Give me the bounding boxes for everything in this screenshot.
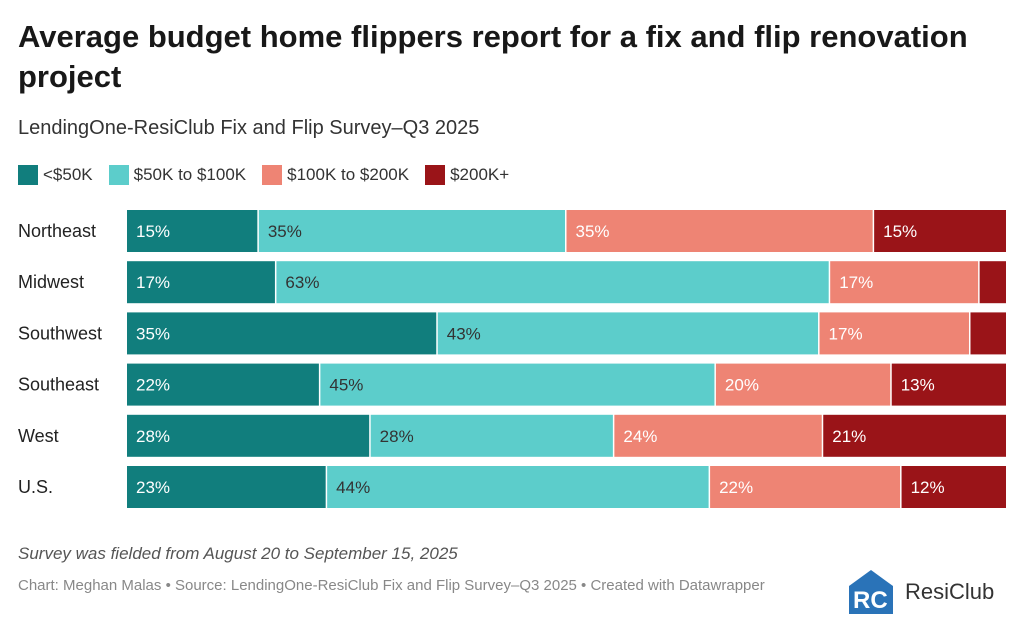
legend-swatch-100k-200k bbox=[262, 165, 283, 185]
data-label-u-s-s0: 23% bbox=[136, 478, 170, 497]
bar-segment-midwest-s2 bbox=[830, 261, 979, 304]
bar-segment-southeast-s3 bbox=[891, 363, 1006, 406]
svg-text:RC: RC bbox=[853, 587, 888, 614]
bar-segment-southeast-s0 bbox=[127, 363, 319, 406]
category-label-midwest: Midwest bbox=[18, 272, 84, 292]
category-label-southwest: Southwest bbox=[18, 323, 102, 343]
chart-title: Average budget home flippers report for … bbox=[18, 19, 968, 94]
survey-note: Survey was fielded from August 20 to Sep… bbox=[18, 544, 458, 563]
legend-item-under-50k: <$50K bbox=[18, 165, 93, 185]
category-label-u-s: U.S. bbox=[18, 477, 53, 497]
data-label-u-s-s2: 22% bbox=[719, 478, 753, 497]
bar-segment-southeast-s1 bbox=[320, 363, 715, 406]
data-label-southeast-s0: 22% bbox=[136, 376, 170, 395]
bar-segment-west-s0 bbox=[127, 414, 370, 457]
data-label-midwest-s2: 17% bbox=[839, 273, 873, 292]
data-label-northeast-s2: 35% bbox=[576, 222, 610, 241]
data-label-southeast-s2: 20% bbox=[725, 376, 759, 395]
resiclub-logo-icon: RC bbox=[849, 570, 893, 614]
resiclub-brand: RC ResiClub bbox=[845, 568, 994, 616]
legend-item-100k-200k: $100K to $200K bbox=[262, 165, 409, 185]
bar-segment-west-s2 bbox=[614, 414, 822, 457]
legend-item-200k-plus: $200K+ bbox=[425, 165, 509, 185]
bar-segment-u-s-s3 bbox=[901, 466, 1006, 508]
legend-swatch-50k-100k bbox=[108, 165, 129, 185]
bar-segment-u-s-s2 bbox=[710, 466, 901, 508]
bar-segment-west-s1 bbox=[370, 414, 613, 457]
data-label-southeast-s3: 13% bbox=[901, 376, 935, 395]
legend-label-under-50k: <$50K bbox=[43, 165, 93, 184]
data-label-midwest-s1: 63% bbox=[285, 273, 319, 292]
data-label-southeast-s1: 45% bbox=[329, 376, 363, 395]
bar-segment-u-s-s0 bbox=[127, 466, 326, 508]
data-label-southwest-s1: 43% bbox=[447, 324, 481, 343]
category-label-northeast: Northeast bbox=[18, 221, 96, 241]
bar-segment-midwest-s1 bbox=[276, 261, 829, 304]
bar-segment-midwest-s0 bbox=[127, 261, 275, 304]
category-label-west: West bbox=[18, 426, 59, 446]
data-label-west-s1: 28% bbox=[380, 427, 414, 446]
data-label-west-s2: 24% bbox=[623, 427, 657, 446]
bar-segment-u-s-s1 bbox=[327, 466, 709, 508]
legend-item-50k-100k: $50K to $100K bbox=[108, 165, 247, 185]
data-label-u-s-s1: 44% bbox=[336, 478, 370, 497]
legend-label-200k-plus: $200K+ bbox=[450, 165, 510, 184]
bar-segment-southwest-s3 bbox=[970, 312, 1006, 355]
data-label-midwest-s0: 17% bbox=[136, 273, 170, 292]
legend-swatch-200k-plus bbox=[425, 165, 446, 185]
bar-segment-southwest-s2 bbox=[819, 312, 969, 355]
bar-segment-west-s3 bbox=[823, 414, 1006, 457]
data-label-west-s0: 28% bbox=[136, 427, 170, 446]
bar-segment-midwest-s3 bbox=[979, 261, 1006, 304]
category-label-southeast: Southeast bbox=[18, 375, 99, 395]
chart-legend: <$50K $50K to $100K $100K to $200K $200K… bbox=[18, 163, 525, 187]
data-label-northeast-s3: 15% bbox=[883, 222, 917, 241]
legend-swatch-under-50k bbox=[18, 165, 38, 185]
data-label-southwest-s2: 17% bbox=[829, 324, 863, 343]
data-label-northeast-s0: 15% bbox=[136, 222, 170, 241]
legend-label-100k-200k: $100K to $200K bbox=[287, 165, 410, 184]
bar-segment-southwest-s0 bbox=[127, 312, 437, 355]
data-label-southwest-s0: 35% bbox=[136, 324, 170, 343]
chart-subtitle: LendingOne-ResiClub Fix and Flip Survey–… bbox=[18, 117, 480, 139]
legend-label-50k-100k: $50K to $100K bbox=[133, 165, 247, 184]
bar-segment-southwest-s1 bbox=[437, 312, 819, 355]
brand-name: ResiClub bbox=[905, 579, 995, 604]
data-label-west-s3: 21% bbox=[832, 427, 866, 446]
data-label-northeast-s1: 35% bbox=[268, 222, 302, 241]
bar-segment-southeast-s2 bbox=[715, 363, 891, 406]
bar-segment-northeast-s1 bbox=[258, 210, 565, 252]
bar-segment-northeast-s3 bbox=[874, 210, 1006, 252]
data-label-u-s-s3: 12% bbox=[911, 478, 945, 497]
bar-segment-northeast-s2 bbox=[566, 210, 873, 252]
bar-segment-northeast-s0 bbox=[127, 210, 258, 252]
chart-credits: Chart: Meghan Malas • Source: LendingOne… bbox=[18, 577, 765, 594]
